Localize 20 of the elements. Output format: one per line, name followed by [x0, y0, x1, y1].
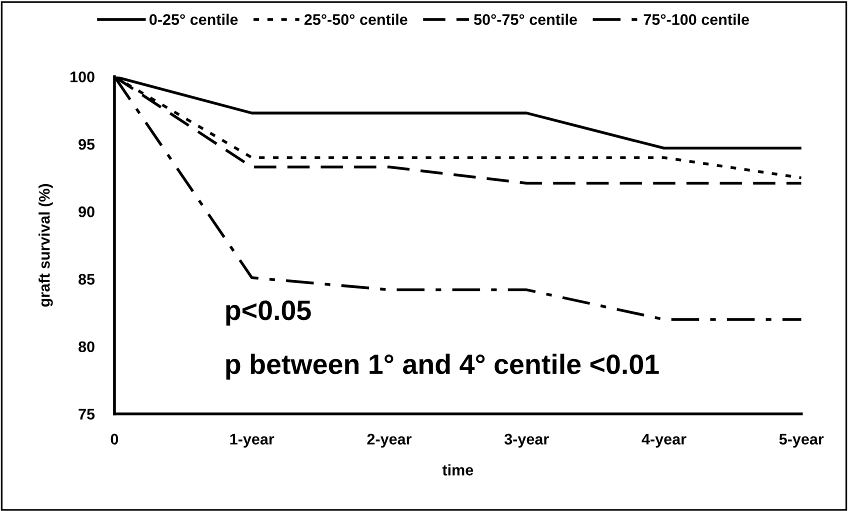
x-tick-label: 2-year: [367, 434, 412, 448]
x-tick-label: 3-year: [504, 434, 549, 448]
y-tick-label: 90: [78, 206, 94, 218]
legend-label: 50°-75° centile: [474, 14, 577, 25]
x-tick-label: 0: [110, 434, 118, 445]
x-tick-label: 5-year: [779, 434, 824, 448]
legend-label: 0-25° centile: [150, 14, 238, 25]
y-tick-label: 95: [78, 138, 95, 150]
x-tick-label: 4-year: [642, 434, 686, 448]
annotation: p<0.05: [226, 300, 311, 326]
annotation: p between 1° and 4° centile <0.01: [226, 354, 659, 380]
y-tick-label: 85: [78, 274, 95, 285]
legend-label: 75°-100 centile: [644, 14, 749, 25]
legend-label: 25°-50° centile: [304, 14, 408, 25]
y-tick-label: 80: [78, 341, 94, 352]
y-tick-label: 75: [78, 408, 95, 420]
x-tick-label: 1-year: [230, 434, 274, 448]
x-axis-title: time: [442, 464, 474, 476]
y-axis-title: graft survival (%): [38, 184, 53, 307]
y-tick-label: 100: [70, 72, 94, 82]
